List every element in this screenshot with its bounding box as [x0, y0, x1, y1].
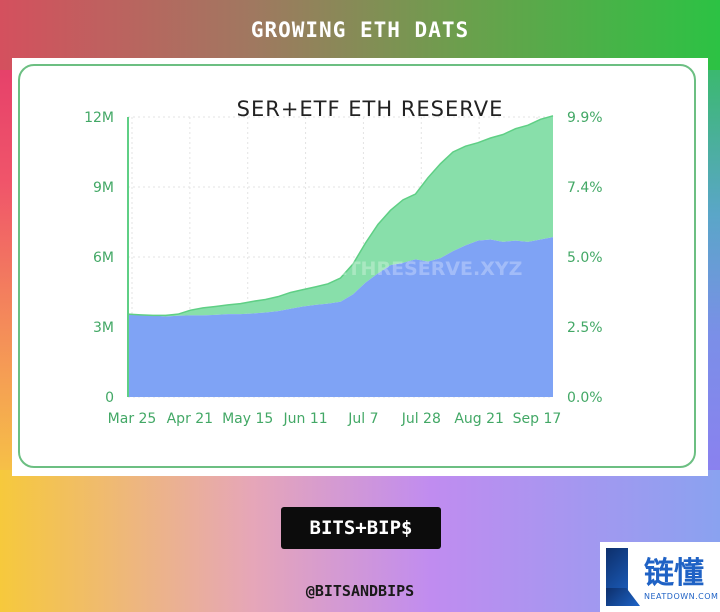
watermark-cn: 链懂: [644, 556, 704, 591]
page-title: GROWING ETH DATS: [250, 18, 470, 42]
y2-tick-label: 7.4%: [567, 180, 603, 196]
watermark-en: NEATDOWN.COM: [644, 592, 719, 601]
x-tick-label: Jun 11: [283, 411, 328, 427]
total-line: [127, 115, 554, 317]
base-area: [128, 237, 553, 397]
corner-watermark: 链懂 NEATDOWN.COM: [600, 542, 720, 612]
y2-tick-label: 2.5%: [567, 320, 603, 336]
brand-logo: BITS+BIP$: [277, 503, 445, 553]
x-tick-label: Sep 17: [513, 411, 562, 427]
chart-card-border: [18, 64, 696, 468]
chart-card: STRATEGICETHRESERVE.XYZ SER+ETF ETH RESE…: [12, 58, 708, 476]
x-tick-label: Aug 21: [454, 411, 504, 427]
social-handle: @BITSANDBIPS: [305, 582, 415, 600]
y-tick-label: 6M: [93, 250, 114, 266]
y-tick-label: 3M: [93, 320, 114, 336]
y-tick-label: 12M: [84, 110, 114, 126]
x-tick-label: Apr 21: [167, 411, 213, 427]
x-tick-label: Jul 7: [347, 411, 378, 427]
chart-title: SER+ETF ETH RESERVE: [237, 97, 504, 121]
x-tick-label: May 15: [222, 411, 273, 427]
area-chart: STRATEGICETHRESERVE.XYZ SER+ETF ETH RESE…: [84, 97, 603, 427]
x-axis: Mar 25 Apr 21 May 15 Jun 11 Jul 7 Jul 28 Aug 2…: [108, 411, 562, 427]
x-tick-label: Mar 25: [108, 411, 157, 427]
y-tick-label: 0: [105, 390, 114, 406]
brand-logo-text: BITS+BIP$: [309, 517, 413, 539]
y-axis-left: 0 3M 6M 9M 12M: [84, 110, 114, 406]
areas: [127, 115, 554, 397]
y2-tick-label: 5.0%: [567, 250, 603, 266]
x-tick-label: Jul 28: [401, 411, 441, 427]
upper-area: [128, 115, 553, 317]
y2-tick-label: 9.9%: [567, 110, 603, 126]
chart-watermark: STRATEGICETHRESERVE.XYZ: [218, 258, 523, 280]
y-axis-right: 0.0% 2.5% 5.0% 7.4% 9.9%: [567, 110, 603, 406]
y2-tick-label: 0.0%: [567, 390, 603, 406]
y-tick-label: 9M: [93, 180, 114, 196]
